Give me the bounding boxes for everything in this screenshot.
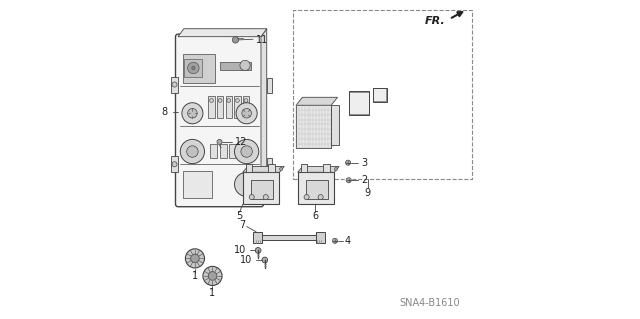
Bar [293, 10, 472, 179]
Bar [323, 164, 330, 172]
Text: 10: 10 [234, 245, 246, 256]
Bar [243, 172, 280, 204]
Text: FR.: FR. [425, 16, 446, 26]
Bar [306, 180, 328, 199]
Circle shape [208, 271, 217, 280]
Bar [331, 105, 339, 145]
Bar [246, 164, 252, 172]
Bar [171, 77, 178, 93]
Bar [183, 171, 212, 198]
Text: 4: 4 [345, 236, 351, 246]
Bar [184, 59, 202, 77]
Polygon shape [296, 97, 337, 105]
Circle shape [240, 60, 250, 70]
Circle shape [242, 108, 252, 118]
Bar [183, 54, 215, 83]
Circle shape [334, 167, 337, 171]
Text: SNA4-B1610: SNA4-B1610 [400, 298, 460, 308]
Circle shape [249, 195, 254, 200]
Bar [316, 232, 324, 243]
Circle shape [188, 108, 197, 118]
Circle shape [188, 62, 199, 74]
Circle shape [192, 66, 195, 70]
Circle shape [218, 99, 222, 102]
Text: 8: 8 [161, 107, 168, 117]
Polygon shape [243, 167, 284, 172]
Polygon shape [298, 167, 339, 172]
Circle shape [186, 249, 205, 268]
Circle shape [241, 146, 252, 157]
Bar [217, 96, 223, 118]
Bar [171, 156, 178, 172]
Circle shape [255, 248, 261, 253]
Text: 5: 5 [237, 211, 243, 221]
Bar [234, 96, 241, 118]
Circle shape [210, 99, 214, 102]
Bar [251, 180, 273, 199]
Text: 7: 7 [239, 220, 246, 230]
Circle shape [172, 82, 177, 87]
Bar [209, 96, 215, 118]
Bar [220, 144, 227, 158]
Circle shape [280, 167, 283, 171]
Bar [267, 78, 273, 93]
Circle shape [234, 172, 259, 197]
Circle shape [180, 139, 205, 164]
Circle shape [318, 195, 323, 200]
Bar [253, 232, 262, 243]
Circle shape [234, 139, 259, 164]
Circle shape [187, 146, 198, 157]
Circle shape [182, 103, 203, 124]
Circle shape [227, 99, 230, 102]
Bar [296, 105, 331, 148]
Circle shape [191, 254, 199, 263]
Text: 6: 6 [312, 211, 318, 221]
Circle shape [232, 37, 239, 43]
Text: 1: 1 [209, 288, 216, 299]
Circle shape [236, 103, 257, 124]
Bar [349, 91, 369, 115]
Text: 10: 10 [240, 255, 252, 265]
Bar [373, 88, 387, 101]
Bar [225, 96, 232, 118]
Bar [220, 62, 252, 70]
Text: 12: 12 [235, 137, 247, 147]
Bar [349, 92, 369, 114]
FancyBboxPatch shape [175, 34, 264, 207]
Bar [243, 96, 249, 118]
Text: 1: 1 [192, 271, 198, 281]
Bar [255, 235, 323, 240]
Text: 2: 2 [361, 175, 367, 185]
Polygon shape [261, 29, 267, 204]
Circle shape [203, 266, 222, 286]
Circle shape [244, 99, 248, 102]
Bar [268, 164, 275, 172]
Circle shape [304, 195, 309, 200]
Polygon shape [178, 29, 267, 37]
Circle shape [262, 257, 268, 263]
Circle shape [217, 139, 222, 145]
Circle shape [332, 238, 337, 243]
Circle shape [236, 99, 239, 102]
Bar [301, 164, 307, 172]
Text: 11: 11 [256, 35, 268, 45]
Text: 9: 9 [365, 188, 371, 198]
Bar [298, 172, 334, 204]
Circle shape [172, 162, 177, 167]
Text: 3: 3 [361, 158, 367, 168]
Bar [372, 88, 387, 102]
Circle shape [346, 160, 351, 165]
Circle shape [346, 178, 351, 183]
Bar [229, 144, 236, 158]
Bar [267, 158, 273, 172]
Circle shape [263, 195, 268, 200]
Bar [239, 144, 246, 158]
Bar [210, 144, 217, 158]
